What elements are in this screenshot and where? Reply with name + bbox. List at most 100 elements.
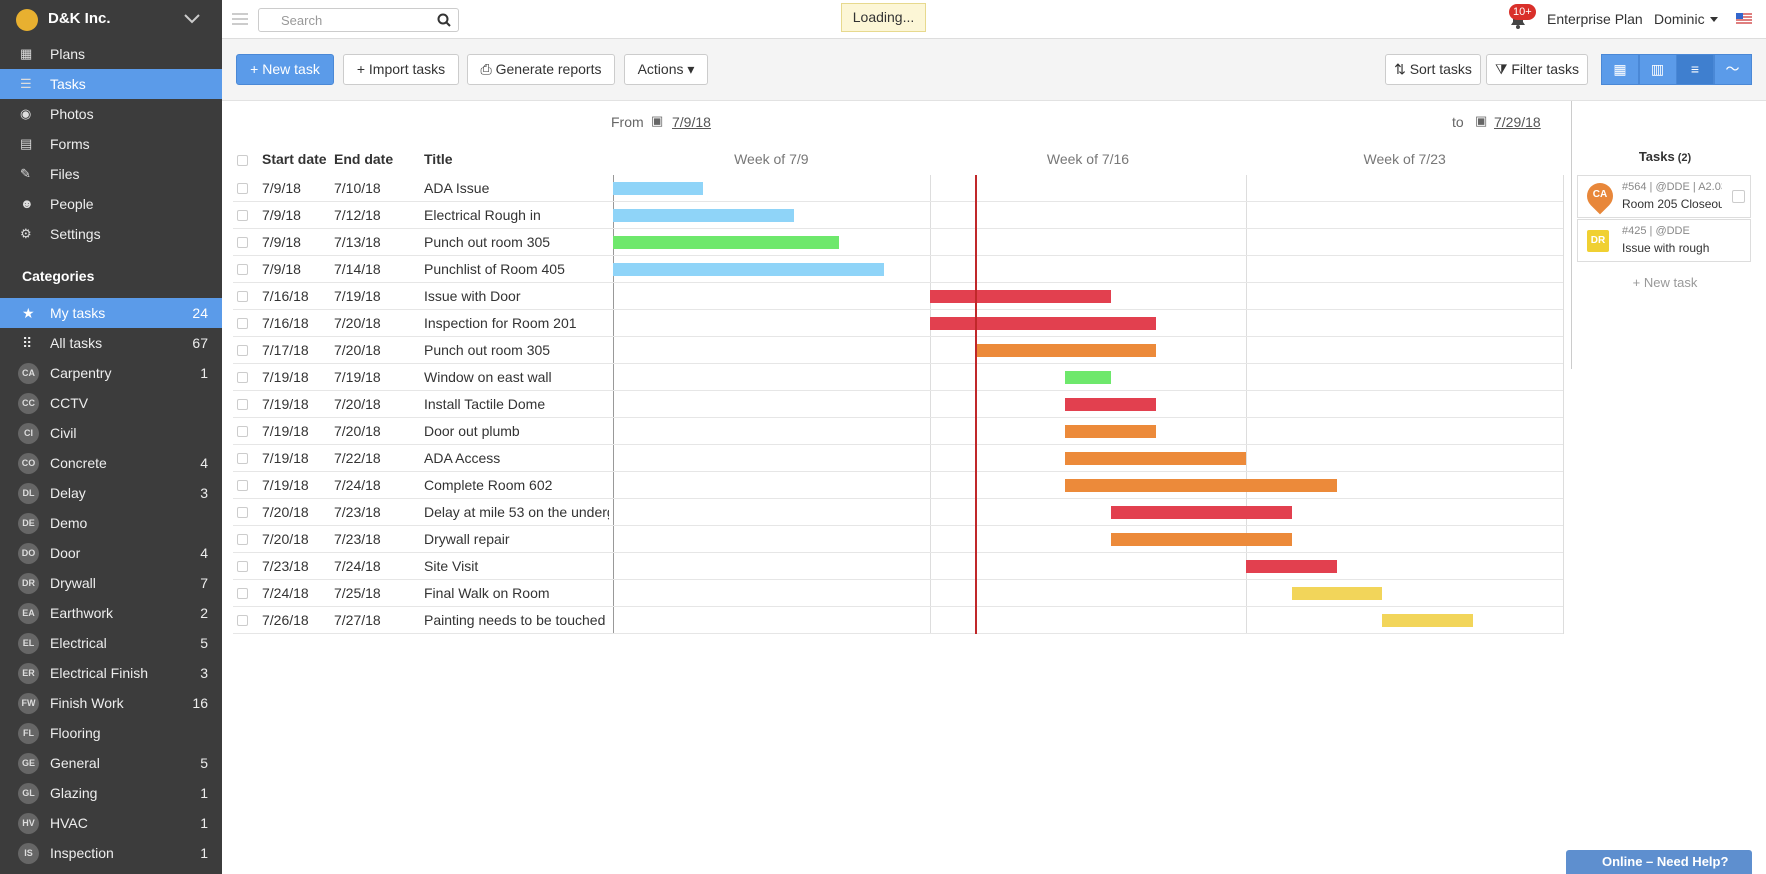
nav-item[interactable]: ◉ Photos xyxy=(0,99,222,129)
task-row[interactable] xyxy=(233,364,1563,391)
flag-icon[interactable] xyxy=(1736,13,1752,24)
card-checkbox[interactable] xyxy=(1732,190,1745,203)
toolbar-button[interactable]: Actions ▾ xyxy=(624,54,708,85)
task-title[interactable]: Install Tactile Dome xyxy=(424,396,546,412)
row-checkbox[interactable] xyxy=(237,453,248,464)
menu-icon[interactable] xyxy=(232,12,248,26)
gantt-bar[interactable] xyxy=(1065,425,1156,438)
task-title[interactable]: Complete Room 602 xyxy=(424,477,553,493)
row-checkbox[interactable] xyxy=(237,237,248,248)
gantt-bar[interactable] xyxy=(1110,533,1292,546)
task-row[interactable] xyxy=(233,391,1563,418)
gantt-bar[interactable] xyxy=(1291,587,1383,600)
task-title[interactable]: ADA Issue xyxy=(424,180,490,196)
task-title[interactable]: Inspection for Room 201 xyxy=(424,315,577,331)
task-row[interactable] xyxy=(233,472,1563,499)
view-toggle[interactable]: ≡ xyxy=(1676,54,1714,85)
category-item[interactable]: HV HVAC 1 xyxy=(0,808,222,838)
row-checkbox[interactable] xyxy=(237,345,248,356)
gantt-bar[interactable] xyxy=(929,317,1156,330)
gantt-bar[interactable] xyxy=(929,290,1111,303)
task-row[interactable] xyxy=(233,229,1563,256)
plan-label[interactable]: Enterprise Plan xyxy=(1547,11,1643,27)
task-title[interactable]: Punch out room 305 xyxy=(424,234,551,250)
gantt-bar[interactable] xyxy=(1065,398,1156,411)
row-checkbox[interactable] xyxy=(237,399,248,410)
nav-item[interactable]: ✎ Files xyxy=(0,159,222,189)
task-row[interactable] xyxy=(233,553,1563,580)
search-box[interactable]: Search xyxy=(258,8,459,32)
task-title[interactable]: Window on east wall xyxy=(424,369,552,385)
gantt-bar[interactable] xyxy=(613,209,794,222)
category-item[interactable]: GL Glazing 1 xyxy=(0,778,222,808)
gantt-bar[interactable] xyxy=(613,263,885,276)
toolbar-button[interactable]: + New task xyxy=(236,54,334,85)
nav-item[interactable]: ☻ People xyxy=(0,189,222,219)
task-title[interactable]: Punch out room 305 xyxy=(424,342,551,358)
task-row[interactable] xyxy=(233,418,1563,445)
category-item[interactable]: IS Inspection 1 xyxy=(0,838,222,868)
company-name[interactable]: D&K Inc. xyxy=(48,10,111,27)
chat-widget[interactable]: Online – Need Help? xyxy=(1566,850,1752,874)
row-checkbox[interactable] xyxy=(237,264,248,275)
nav-item[interactable]: ▤ Forms xyxy=(0,129,222,159)
category-item[interactable]: FW Finish Work 16 xyxy=(0,688,222,718)
gantt-bar[interactable] xyxy=(1382,614,1473,627)
task-row[interactable] xyxy=(233,283,1563,310)
task-row[interactable] xyxy=(233,499,1563,526)
task-row[interactable] xyxy=(233,256,1563,283)
toolbar-button[interactable]: ⧩ Filter tasks xyxy=(1486,54,1588,85)
category-item[interactable]: DL Delay 3 xyxy=(0,478,222,508)
task-title[interactable]: Issue with Door xyxy=(424,288,521,304)
category-item[interactable]: GE General 5 xyxy=(0,748,222,778)
view-toggle[interactable]: ▥ xyxy=(1638,54,1677,85)
row-checkbox[interactable] xyxy=(237,588,248,599)
task-row[interactable] xyxy=(233,445,1563,472)
toolbar-button[interactable]: ⇅ Sort tasks xyxy=(1385,54,1481,85)
category-item[interactable]: CI Civil xyxy=(0,418,222,448)
to-date[interactable]: 7/29/18 xyxy=(1494,114,1541,130)
gantt-bar[interactable] xyxy=(1065,452,1247,465)
nav-item[interactable]: ☰ Tasks xyxy=(0,69,222,99)
category-item[interactable]: FL Flooring xyxy=(0,718,222,748)
gantt-bar[interactable] xyxy=(1065,371,1111,384)
task-row[interactable] xyxy=(233,526,1563,553)
from-date[interactable]: 7/9/18 xyxy=(672,114,711,130)
row-checkbox[interactable] xyxy=(237,507,248,518)
view-toggle[interactable]: ▦ xyxy=(1601,54,1639,85)
task-title[interactable]: Drywall repair xyxy=(424,531,510,547)
search-icon[interactable] xyxy=(437,13,451,27)
category-item[interactable]: CC CCTV xyxy=(0,388,222,418)
row-checkbox[interactable] xyxy=(237,426,248,437)
new-task-link[interactable]: + New task xyxy=(1632,275,1698,290)
task-title[interactable]: Painting needs to be touched u… xyxy=(424,612,609,628)
company-toggle[interactable] xyxy=(184,14,200,24)
row-checkbox[interactable] xyxy=(237,534,248,545)
task-card[interactable]: CA #564 | @DDE | A2.03 Room 205 Closeou xyxy=(1577,175,1751,218)
task-title[interactable]: Final Walk on Room xyxy=(424,585,550,601)
row-checkbox[interactable] xyxy=(237,372,248,383)
task-card[interactable]: DR #425 | @DDE Issue with rough xyxy=(1577,219,1751,262)
user-menu[interactable]: Dominic xyxy=(1654,11,1705,27)
nav-item[interactable]: ▦ Plans xyxy=(0,39,222,69)
task-row[interactable] xyxy=(233,310,1563,337)
task-title[interactable]: Door out plumb xyxy=(424,423,520,439)
row-checkbox[interactable] xyxy=(237,480,248,491)
category-item[interactable]: DE Demo xyxy=(0,508,222,538)
row-checkbox[interactable] xyxy=(237,615,248,626)
toolbar-button[interactable]: + Import tasks xyxy=(343,54,459,85)
category-item[interactable]: ER Electrical Finish 3 xyxy=(0,658,222,688)
category-item[interactable]: CO Concrete 4 xyxy=(0,448,222,478)
category-item[interactable]: DR Drywall 7 xyxy=(0,568,222,598)
task-title[interactable]: Punchlist of Room 405 xyxy=(424,261,565,277)
gantt-bar[interactable] xyxy=(1110,506,1292,519)
gantt-bar[interactable] xyxy=(613,182,704,195)
row-checkbox[interactable] xyxy=(237,318,248,329)
task-row[interactable] xyxy=(233,607,1563,634)
row-checkbox[interactable] xyxy=(237,210,248,221)
task-row[interactable] xyxy=(233,202,1563,229)
task-row[interactable] xyxy=(233,175,1563,202)
toolbar-button[interactable]: ⎙ Generate reports xyxy=(467,54,615,85)
gantt-bar[interactable] xyxy=(1065,479,1337,492)
category-item[interactable]: EA Earthwork 2 xyxy=(0,598,222,628)
